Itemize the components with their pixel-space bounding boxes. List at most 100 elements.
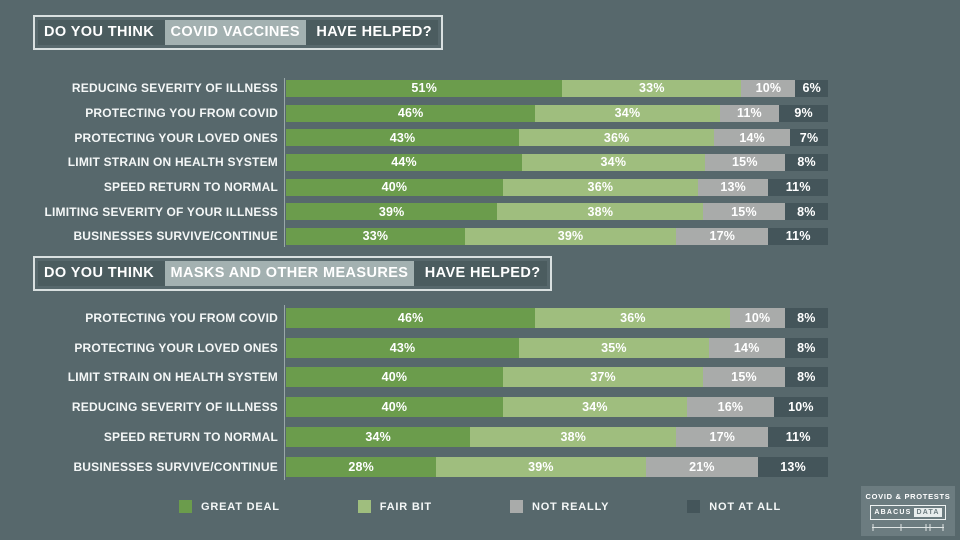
row-label: PROTECTING YOUR LOVED ONES bbox=[74, 130, 278, 145]
chart-row: BUSINESSES SURVIVE/CONTINUE 28% 39% 21% 13% bbox=[35, 452, 865, 482]
bar-segment: 8% bbox=[784, 307, 828, 328]
bar-segment: 6% bbox=[795, 79, 828, 97]
vaccines-question-title-text: DO YOU THINK COVID VACCINES HAVE HELPED? bbox=[38, 20, 439, 45]
bar-segment: 35% bbox=[519, 337, 709, 358]
bar-value-label: 17% bbox=[709, 430, 736, 445]
stacked-bar: 40% 34% 16% 10% bbox=[286, 397, 828, 418]
stacked-bar: 40% 37% 15% 8% bbox=[286, 367, 828, 388]
bar-segment: 46% bbox=[286, 104, 536, 122]
bar-value-label: 13% bbox=[780, 459, 806, 474]
chart-row: PROTECTING YOUR LOVED ONES 43% 36% 14% 7% bbox=[35, 125, 865, 150]
bar-segment: 36% bbox=[502, 178, 698, 196]
bar-value-label: 51% bbox=[411, 81, 438, 96]
chart-row: SPEED RETURN TO NORMAL 40% 36% 13% 11% bbox=[35, 175, 865, 200]
vaccines-stacked-bar-chart: REDUCING SEVERITY OF ILLNESS 51% 33% 10% 6% P… bbox=[35, 76, 865, 249]
bar-value-label: 40% bbox=[381, 370, 408, 385]
bar-segment: 10% bbox=[741, 79, 796, 97]
bar-segment: 9% bbox=[779, 104, 828, 122]
legend-item: FAIR BIT bbox=[357, 500, 432, 513]
bar-segment: 40% bbox=[286, 397, 503, 418]
bar-segment: 15% bbox=[703, 203, 785, 221]
bar-segment: 33% bbox=[286, 227, 465, 245]
bar-segment: 28% bbox=[286, 456, 437, 477]
chart-row: SPEED RETURN TO NORMAL 34% 38% 17% 11% bbox=[35, 422, 865, 452]
bar-value-label: 8% bbox=[797, 370, 816, 385]
bar-segment: 46% bbox=[286, 307, 536, 328]
bar-value-label: 14% bbox=[733, 340, 760, 355]
chart-row: PROTECTING YOUR LOVED ONES 43% 35% 14% 8% bbox=[35, 333, 865, 363]
row-label: PROTECTING YOUR LOVED ONES bbox=[74, 340, 278, 355]
row-label: REDUCING SEVERITY OF ILLNESS bbox=[71, 400, 278, 415]
title-prefix: DO YOU THINK bbox=[38, 20, 165, 45]
masks-stacked-bar-chart: PROTECTING YOU FROM COVID 46% 36% 10% 8% PROT… bbox=[35, 303, 865, 482]
stacked-bar: 40% 36% 13% 11% bbox=[286, 178, 828, 196]
abacus-badge: COVID & PROTESTS ABACUS DATA bbox=[861, 486, 955, 536]
chart-row: LIMIT STRAIN ON HEALTH SYSTEM 44% 34% 15% 8% bbox=[35, 150, 865, 175]
vaccines-question-title: DO YOU THINK COVID VACCINES HAVE HELPED? bbox=[33, 15, 444, 50]
row-label: SPEED RETURN TO NORMAL bbox=[103, 180, 278, 195]
stacked-bar: 51% 33% 10% 6% bbox=[286, 79, 828, 97]
row-label: REDUCING SEVERITY OF ILLNESS bbox=[71, 81, 278, 96]
bar-value-label: 16% bbox=[717, 400, 744, 415]
bar-segment: 14% bbox=[708, 337, 785, 358]
bar-value-label: 15% bbox=[732, 155, 758, 170]
bar-segment: 43% bbox=[286, 337, 520, 358]
bar-segment: 11% bbox=[719, 104, 780, 122]
masks-question-title-text: DO YOU THINK MASKS AND OTHER MEASURES HA… bbox=[38, 261, 547, 286]
bar-segment: 10% bbox=[730, 307, 785, 328]
bar-segment: 34% bbox=[535, 104, 720, 122]
bar-value-label: 11% bbox=[785, 430, 811, 445]
bar-value-label: 36% bbox=[587, 180, 614, 195]
bar-value-label: 43% bbox=[389, 340, 416, 355]
chart-axis-line bbox=[284, 78, 285, 247]
bar-value-label: 36% bbox=[620, 310, 646, 325]
bar-value-label: 15% bbox=[731, 370, 757, 385]
bar-segment: 38% bbox=[470, 427, 677, 448]
row-label: SPEED RETURN TO NORMAL bbox=[103, 430, 278, 445]
bar-value-label: 11% bbox=[785, 180, 811, 195]
bar-value-label: 11% bbox=[785, 229, 811, 244]
legend-item: NOT AT ALL bbox=[687, 500, 781, 513]
bar-value-label: 15% bbox=[731, 204, 757, 219]
bar-segment: 13% bbox=[758, 456, 828, 477]
bar-segment: 34% bbox=[522, 153, 705, 171]
bar-value-label: 28% bbox=[348, 459, 374, 474]
chart-row: LIMITING SEVERITY OF YOUR ILLNESS 39% 38% 1… bbox=[35, 199, 865, 224]
bar-segment: 51% bbox=[286, 79, 563, 97]
stacked-bar: 34% 38% 17% 11% bbox=[286, 427, 828, 448]
legend-label: NOT REALLY bbox=[531, 500, 610, 513]
masks-question-title: DO YOU THINK MASKS AND OTHER MEASURES HA… bbox=[33, 256, 552, 291]
title-suffix: HAVE HELPED? bbox=[305, 20, 439, 45]
bar-segment: 43% bbox=[286, 129, 520, 147]
brand-abacus: ABACUS bbox=[874, 508, 912, 516]
bar-segment: 16% bbox=[687, 397, 774, 418]
bar-value-label: 13% bbox=[720, 180, 746, 195]
bar-value-label: 34% bbox=[365, 430, 391, 445]
bar-value-label: 8% bbox=[797, 340, 816, 355]
bar-value-label: 10% bbox=[788, 400, 814, 415]
stacked-bar: 43% 36% 14% 7% bbox=[286, 129, 828, 147]
bar-segment: 17% bbox=[676, 227, 769, 245]
bar-value-label: 10% bbox=[744, 310, 771, 325]
bar-segment: 11% bbox=[768, 227, 828, 245]
title-prefix: DO YOU THINK bbox=[38, 261, 165, 286]
bar-value-label: 6% bbox=[802, 81, 821, 96]
bar-value-label: 37% bbox=[590, 370, 616, 385]
bar-value-label: 36% bbox=[603, 130, 630, 145]
bar-segment: 15% bbox=[703, 367, 785, 388]
bar-segment: 33% bbox=[562, 79, 742, 97]
bar-segment: 15% bbox=[704, 153, 786, 171]
stacked-bar: 46% 34% 11% 9% bbox=[286, 104, 828, 122]
bar-segment: 21% bbox=[645, 456, 759, 477]
bar-segment: 36% bbox=[519, 129, 715, 147]
chart-row: PROTECTING YOU FROM COVID 46% 36% 10% 8% bbox=[35, 303, 865, 333]
bar-value-label: 43% bbox=[389, 130, 416, 145]
legend-item: NOT REALLY bbox=[509, 500, 610, 513]
title-highlight: COVID VACCINES bbox=[164, 20, 306, 45]
legend-label: FAIR BIT bbox=[379, 500, 432, 513]
bar-segment: 40% bbox=[286, 178, 503, 196]
bar-value-label: 8% bbox=[797, 204, 816, 219]
legend-swatch bbox=[509, 500, 523, 513]
bar-value-label: 8% bbox=[797, 310, 816, 325]
badge-title: COVID & PROTESTS bbox=[865, 491, 951, 501]
